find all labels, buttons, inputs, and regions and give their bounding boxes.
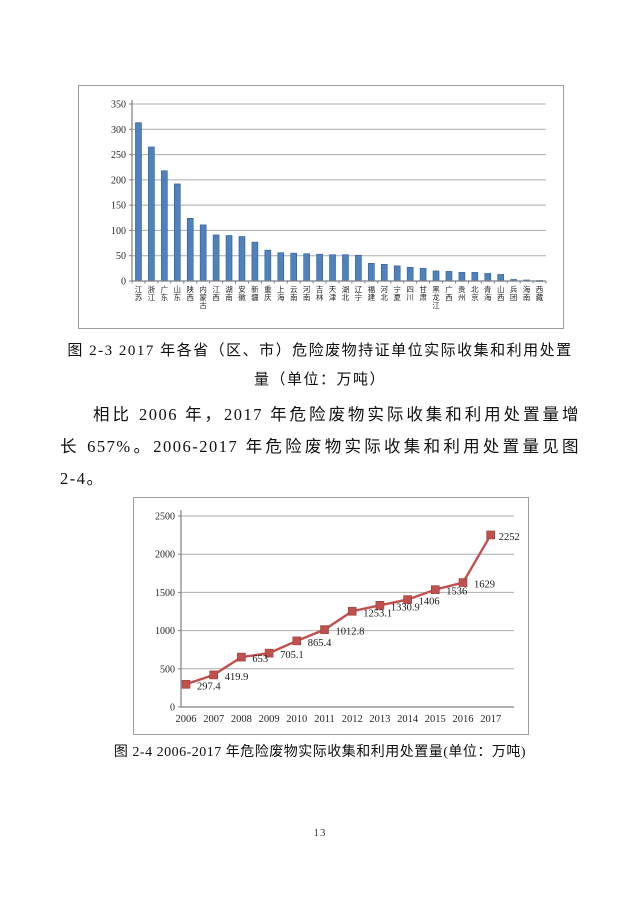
figure-2-3-caption-line-2: 量（单位：万吨）	[253, 372, 386, 388]
svg-text:2013: 2013	[369, 714, 390, 725]
svg-text:250: 250	[111, 150, 126, 161]
svg-text:2006: 2006	[176, 714, 197, 725]
svg-text:四川: 四川	[406, 285, 414, 302]
svg-text:江苏: 江苏	[135, 285, 143, 302]
svg-text:广西: 广西	[445, 284, 453, 302]
svg-text:兵团: 兵团	[510, 284, 518, 302]
svg-text:50: 50	[116, 251, 126, 262]
svg-text:350: 350	[111, 100, 126, 111]
svg-text:云南: 云南	[290, 285, 298, 302]
svg-text:福建: 福建	[368, 285, 376, 302]
svg-text:新疆: 新疆	[251, 284, 259, 302]
svg-text:河南: 河南	[303, 285, 311, 302]
svg-text:2017: 2017	[480, 714, 501, 725]
svg-text:1000: 1000	[155, 626, 175, 637]
svg-text:1012.8: 1012.8	[336, 627, 365, 638]
svg-text:2000: 2000	[155, 550, 175, 561]
svg-text:1629: 1629	[474, 580, 495, 591]
svg-text:2010: 2010	[286, 714, 307, 725]
svg-text:705.1: 705.1	[280, 650, 304, 661]
svg-text:宁夏: 宁夏	[393, 284, 401, 302]
svg-text:419.9: 419.9	[225, 672, 249, 683]
svg-text:150: 150	[111, 201, 126, 212]
paragraph-line-3: 2-4。	[60, 469, 105, 488]
svg-text:1536: 1536	[446, 587, 467, 598]
svg-text:1406: 1406	[419, 597, 440, 608]
svg-text:海南: 海南	[523, 284, 531, 302]
svg-text:吉林: 吉林	[316, 285, 324, 302]
svg-text:0: 0	[170, 703, 175, 714]
paragraph-line-2: 长 657%。2006-2017 年危险废物实际收集和利用处置量见图	[60, 437, 580, 456]
page-number: 13	[313, 827, 327, 839]
svg-text:2016: 2016	[453, 714, 474, 725]
svg-text:辽宁: 辽宁	[355, 285, 363, 302]
svg-text:贵州: 贵州	[458, 284, 466, 302]
svg-text:重庆: 重庆	[264, 285, 272, 302]
svg-text:江西: 江西	[212, 285, 220, 302]
svg-text:2011: 2011	[314, 714, 335, 725]
bar-chart-canvas: 0 50 100 150 200 250 300 350 江苏浙江广东山东陕西内蒙古江西湖南安徽…	[111, 100, 547, 310]
svg-text:2012: 2012	[342, 714, 363, 725]
paragraph-line-1: 相比 2006 年，2017 年危险废物实际收集和利用处置量增	[93, 405, 580, 424]
svg-text:内蒙古: 内蒙古	[199, 284, 207, 310]
svg-text:山东: 山东	[174, 284, 182, 302]
svg-text:500: 500	[160, 664, 175, 675]
svg-text:100: 100	[111, 226, 126, 237]
svg-text:2252: 2252	[499, 532, 520, 543]
svg-text:甘肃: 甘肃	[419, 284, 427, 302]
svg-text:安徽: 安徽	[238, 284, 246, 302]
svg-text:2015: 2015	[425, 714, 446, 725]
svg-text:2500: 2500	[155, 512, 175, 523]
svg-text:2008: 2008	[231, 714, 252, 725]
svg-text:653: 653	[252, 654, 268, 665]
figure-2-3-bar-chart: 0 50 100 150 200 250 300 350 江苏 浙江 广东 山东 陕西 内蒙古 江西 湖南 安徽…	[78, 85, 564, 329]
body-paragraph: 相比 2006 年，2017 年危险废物实际收集和利用处置量增 长 657%。2…	[60, 399, 580, 495]
svg-text:河北: 河北	[381, 285, 389, 302]
svg-text:湖北: 湖北	[342, 285, 350, 302]
svg-text:广东: 广东	[161, 284, 169, 302]
svg-text:0: 0	[121, 277, 126, 288]
svg-text:湖南: 湖南	[225, 285, 233, 302]
svg-text:1500: 1500	[155, 588, 175, 599]
svg-text:陕西: 陕西	[186, 284, 194, 302]
svg-text:浙江: 浙江	[148, 284, 156, 302]
figure-2-3-caption-line-1: 图 2-3 2017 年各省（区、市）危险废物持证单位实际收集和利用处置	[67, 343, 573, 359]
svg-text:865.4: 865.4	[308, 638, 332, 649]
svg-text:天津: 天津	[329, 285, 337, 302]
svg-text:1330.9: 1330.9	[391, 602, 420, 613]
figure-2-3-caption: 图 2-3 2017 年各省（区、市）危险废物持证单位实际收集和利用处置 量（单…	[40, 337, 600, 395]
svg-text:297.4: 297.4	[197, 681, 221, 692]
svg-text:2007: 2007	[203, 714, 224, 725]
svg-text:300: 300	[111, 125, 126, 136]
svg-text:2009: 2009	[259, 714, 280, 725]
figure-2-4-line-chart: 0 500 1000 1500 2000 2500 297.4 419.9 653 705.1 86…	[133, 497, 529, 735]
svg-text:1253.1: 1253.1	[363, 608, 392, 619]
svg-text:山西: 山西	[497, 284, 505, 302]
svg-text:黑龙江: 黑龙江	[432, 285, 440, 310]
figure-2-4-caption: 图 2-4 2006-2017 年危险废物实际收集和利用处置量(单位：万吨)	[113, 745, 527, 760]
svg-text:西藏: 西藏	[536, 285, 544, 302]
svg-text:青海: 青海	[484, 284, 492, 302]
svg-text:上海: 上海	[277, 285, 285, 302]
svg-text:2014: 2014	[397, 714, 419, 725]
svg-text:200: 200	[111, 175, 126, 186]
svg-text:北京: 北京	[471, 285, 479, 302]
